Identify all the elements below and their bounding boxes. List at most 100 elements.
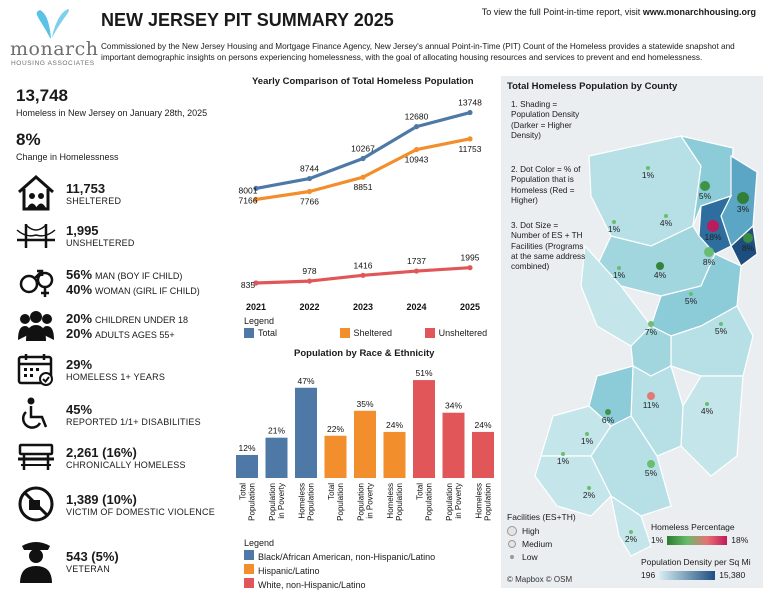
county-pct-label: 4% (654, 270, 667, 280)
bar (236, 454, 258, 478)
county-dot[interactable] (700, 181, 710, 191)
bar-data-label: 34% (445, 401, 462, 411)
svg-text:Homeless: Homeless (298, 483, 307, 519)
county-dot[interactable] (705, 402, 709, 406)
line-legend-sheltered-label: Sheltered (353, 328, 393, 338)
line-data-label: 1995 (461, 253, 480, 263)
adults-pct: 20% (66, 326, 93, 341)
sheltered-label: SHELTERED (66, 195, 122, 206)
veteran-label: VETERAN (66, 563, 110, 574)
dv-label: VICTIM OF DOMESTIC VIOLENCE (66, 506, 215, 517)
house-icon (18, 174, 54, 211)
gender-icon (19, 269, 54, 297)
bar-legend-white: White, non-Hispanic/Latino (244, 578, 435, 590)
line-x-tick: 2023 (353, 302, 373, 312)
svg-text:in Poverty: in Poverty (277, 483, 286, 519)
county-dot[interactable] (561, 452, 565, 456)
veteran-value: 543 (5%) (66, 548, 119, 564)
visit-link[interactable]: www.monarchhousing.org (642, 7, 756, 17)
bar (295, 387, 317, 478)
county-dot[interactable] (587, 486, 591, 490)
line-x-tick: 2021 (246, 302, 266, 312)
facility-low-dot (510, 555, 514, 559)
facility-low-label: Low (522, 552, 538, 562)
line-chart-title: Yearly Comparison of Total Homeless Popu… (252, 76, 474, 87)
county-dot[interactable] (612, 220, 616, 224)
bar-legend-black: Black/African American, non-Hispanic/Lat… (244, 550, 435, 562)
county-ocean[interactable] (680, 375, 744, 477)
svg-text:Total: Total (327, 483, 336, 500)
map-title: Total Homeless Population by County (507, 81, 678, 92)
unsheltered-value: 1,995 (66, 222, 99, 238)
county-pct-label: 2% (625, 534, 638, 544)
visit-note: To view the full Point-in-time report, v… (482, 7, 756, 17)
county-dot[interactable] (605, 409, 611, 415)
veteran-stat: 543 (5%) VETERAN (16, 538, 119, 584)
line-x-tick: 2022 (299, 302, 319, 312)
county-dot[interactable] (585, 432, 589, 436)
county-dot[interactable] (629, 530, 633, 534)
homeless-pct-min: 1% (651, 535, 664, 545)
county-sussex[interactable] (588, 135, 702, 247)
county-dot[interactable] (648, 321, 654, 327)
svg-text:Homeless: Homeless (475, 483, 484, 519)
line-data-label: 7766 (300, 196, 319, 206)
age-stat: 20% CHILDREN UNDER 18 20% ADULTS AGES 55+ (16, 310, 188, 342)
county-dot[interactable] (707, 220, 719, 232)
line-point (253, 280, 259, 286)
county-dot[interactable] (737, 192, 749, 204)
county-pct-label: 1% (608, 224, 621, 234)
veteran-icon (20, 542, 52, 583)
disability-stat: 45% REPORTED 1/1+ DISABILITIES (16, 397, 201, 431)
county-pct-label: 3% (737, 204, 750, 214)
line-data-label: 10943 (405, 155, 429, 165)
county-dot[interactable] (646, 166, 650, 170)
county-dot[interactable] (647, 460, 655, 468)
county-dot[interactable] (656, 262, 664, 270)
map-attribution[interactable]: © Mapbox © OSM (507, 575, 573, 584)
gender-stat: 56% MAN (BOY IF CHILD) 40% WOMAN (GIRL IF … (16, 266, 200, 298)
county-dot[interactable] (647, 392, 655, 400)
county-dot[interactable] (664, 214, 668, 218)
facility-medium-dot (508, 540, 516, 548)
line-legend-sheltered-swatch (339, 328, 350, 338)
sheltered-stat: 11,753 SHELTERED (16, 174, 121, 212)
change-label: Change in Homelessness (16, 152, 119, 162)
line-point (467, 136, 473, 142)
visit-text: To view the full Point-in-time report, v… (481, 7, 641, 17)
bar-legend-black-swatch (244, 550, 254, 560)
no-violence-icon (18, 486, 54, 522)
homeless-pct-title: Homeless Percentage (651, 522, 735, 532)
county-cumberland[interactable] (534, 455, 612, 517)
county-pct-label: 4% (660, 218, 673, 228)
man-label: MAN (BOY IF CHILD) (95, 271, 183, 281)
county-map[interactable]: 1% 1% 4% 5% 3% 18% 8% 8% 1% 4% 5% 7% 5% 6% 11% 4% 1% 1% 5%… (501, 76, 763, 588)
county-dot[interactable] (689, 292, 693, 296)
bar-data-label: 22% (327, 424, 344, 434)
people-group-icon (18, 311, 54, 341)
homeless-pct-legend: Homeless Percentage 1% 18% (651, 522, 761, 545)
county-cape-may[interactable] (610, 494, 652, 557)
density-max: 15,380 (719, 570, 746, 580)
county-dot[interactable] (704, 247, 714, 257)
county-monmouth[interactable] (670, 305, 754, 377)
county-pct-label: 5% (699, 191, 712, 201)
bar (442, 412, 465, 478)
children-label: CHILDREN UNDER 18 (95, 315, 189, 325)
svg-text:Total: Total (239, 483, 248, 500)
change-value: 8% (16, 130, 41, 149)
county-pct-label: 5% (685, 296, 698, 306)
county-dot[interactable] (719, 322, 723, 326)
bar (324, 435, 347, 478)
total-stat: 13,748 Homeless in New Jersey on January… (16, 86, 207, 118)
county-pct-label: 2% (583, 490, 596, 500)
county-dot[interactable] (743, 233, 753, 243)
page-title: NEW JERSEY PIT SUMMARY 2025 (101, 10, 394, 30)
line-legend: Legend Total Sheltered Unsheltered (244, 316, 507, 340)
woman-pct: 40% (66, 282, 93, 297)
county-pct-label: 1% (613, 270, 626, 280)
county-dot[interactable] (617, 266, 621, 270)
line-legend-total-label: Total (258, 328, 278, 338)
line-data-label: 13748 (458, 98, 482, 108)
svg-text:Population: Population (307, 483, 316, 521)
